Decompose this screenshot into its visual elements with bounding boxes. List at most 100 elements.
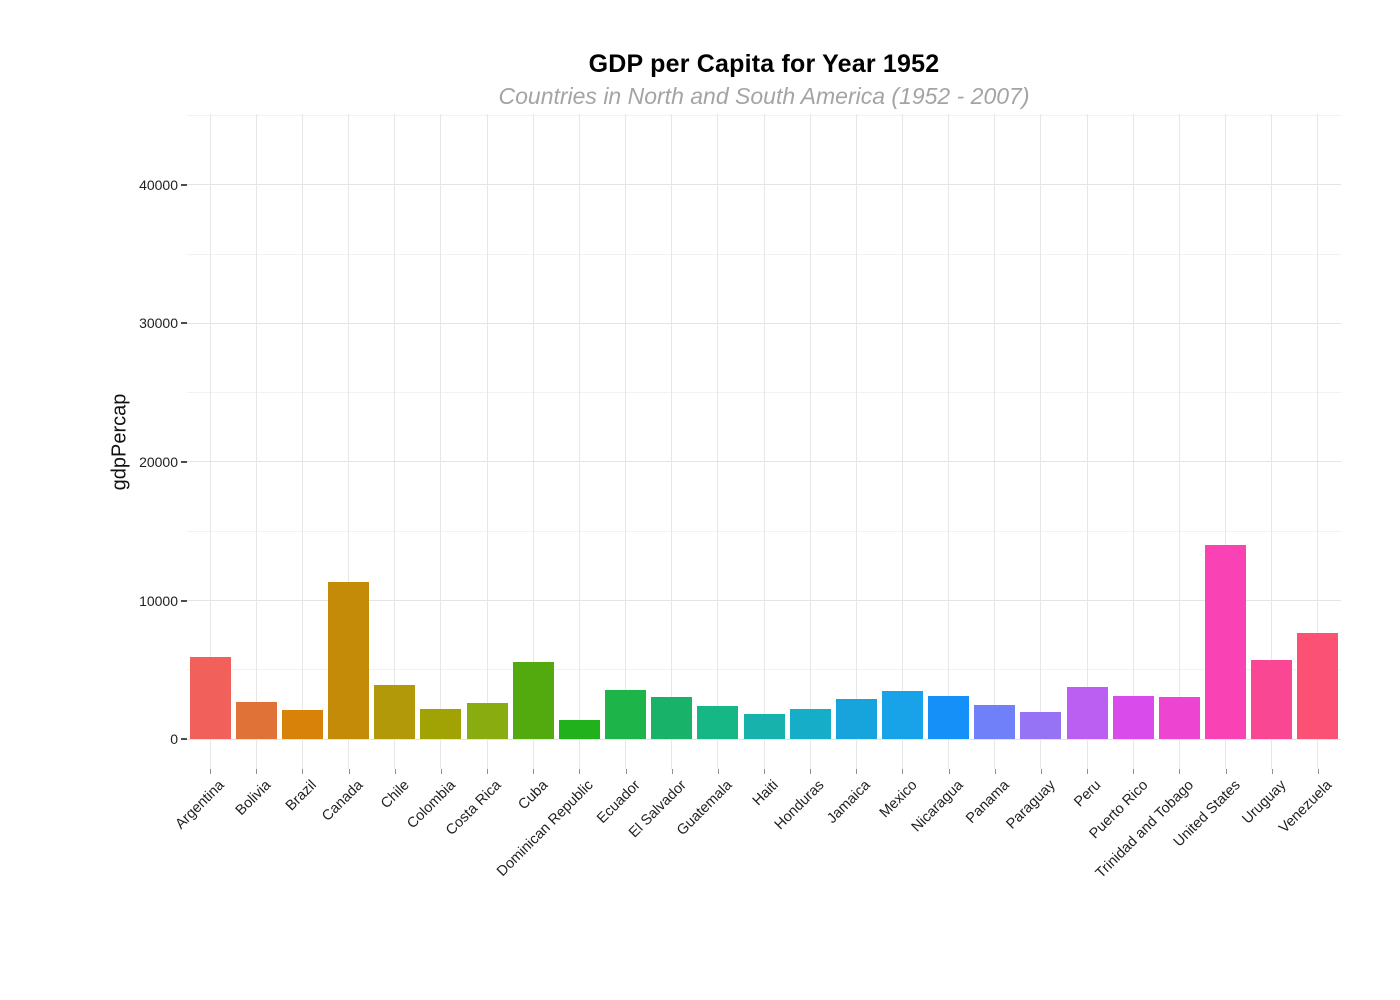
bar-trinidad-and-tobago <box>1158 697 1200 740</box>
x-tick-mark <box>1133 769 1135 774</box>
gridline-v-major <box>578 114 580 769</box>
y-tick-mark <box>181 460 187 463</box>
bar-jamaica <box>835 699 877 740</box>
x-tick-mark <box>1087 769 1089 774</box>
x-tick-label-peru: Peru <box>1071 777 1105 811</box>
x-tick-label-chile: Chile <box>377 777 413 812</box>
x-tick-mark <box>671 769 673 774</box>
x-tick-mark <box>210 769 212 774</box>
x-tick-mark <box>533 769 535 774</box>
gridline-v-major <box>1178 114 1180 769</box>
x-tick-label-bolivia: Bolivia <box>232 777 274 819</box>
bar-chile <box>374 684 416 740</box>
bar-haiti <box>743 713 785 740</box>
bar-cuba <box>512 661 554 740</box>
gridline-v-major <box>1225 114 1227 769</box>
gridline-v-major <box>1040 114 1042 769</box>
gridline-v-major <box>255 114 257 769</box>
bar-paraguay <box>1020 712 1062 740</box>
bar-costa-rica <box>466 702 508 740</box>
gridline-v-major <box>301 114 303 769</box>
bar-bolivia <box>235 702 277 740</box>
y-tick-label: 40000 <box>139 176 178 193</box>
x-tick-mark <box>717 769 719 774</box>
gridline-v-major <box>671 114 673 769</box>
x-tick-mark <box>302 769 304 774</box>
x-tick-mark <box>810 769 812 774</box>
y-tick-label: 20000 <box>139 453 178 470</box>
bar-colombia <box>420 709 462 740</box>
bar-panama <box>974 704 1016 740</box>
gridline-v-major <box>532 114 534 769</box>
bar-dominican-republic <box>558 719 600 740</box>
x-tick-mark <box>394 769 396 774</box>
y-tick-mark <box>181 322 187 325</box>
x-tick-mark <box>1179 769 1181 774</box>
bar-canada <box>328 581 370 740</box>
chart-title: GDP per Capita for Year 1952 <box>588 50 940 78</box>
x-tick-mark <box>348 769 350 774</box>
bar-mexico <box>881 691 923 740</box>
bar-uruguay <box>1251 659 1293 740</box>
x-tick-mark <box>1225 769 1227 774</box>
gridline-v-major <box>1086 114 1088 769</box>
bar-puerto-rico <box>1112 696 1154 740</box>
gridline-v-major <box>763 114 765 769</box>
gridline-v-major <box>1132 114 1134 769</box>
x-tick-mark <box>487 769 489 774</box>
bar-honduras <box>789 708 831 740</box>
x-tick-label-canada: Canada <box>318 777 367 825</box>
plot-panel <box>187 114 1341 769</box>
y-tick-mark <box>181 738 187 741</box>
x-tick-mark <box>1317 769 1319 774</box>
gridline-v-major <box>348 114 350 769</box>
bar-venezuela <box>1297 632 1339 740</box>
gridline-v-major <box>948 114 950 769</box>
gridline-v-major <box>486 114 488 769</box>
y-tick-label: 0 <box>170 731 178 748</box>
bar-peru <box>1066 687 1108 740</box>
x-tick-label-brazil: Brazil <box>283 777 321 815</box>
x-tick-mark <box>856 769 858 774</box>
gridline-v-major <box>394 114 396 769</box>
x-tick-mark <box>1040 769 1042 774</box>
gridline-v-major <box>625 114 627 769</box>
gridline-v-major <box>901 114 903 769</box>
y-tick-mark <box>181 183 187 186</box>
x-tick-label-jamaica: Jamaica <box>824 777 874 827</box>
x-tick-mark <box>579 769 581 774</box>
y-axis-title: gdpPercap <box>108 393 131 491</box>
bar-united-states <box>1205 545 1247 740</box>
bar-argentina <box>189 657 231 740</box>
bar-nicaragua <box>928 696 970 740</box>
x-tick-label-honduras: Honduras <box>772 777 828 834</box>
x-tick-label-mexico: Mexico <box>876 777 921 822</box>
x-tick-label-argentina: Argentina <box>172 777 228 833</box>
x-tick-mark <box>764 769 765 774</box>
bar-guatemala <box>697 705 739 740</box>
gridline-v-major <box>1271 114 1273 769</box>
gridline-v-major <box>855 114 857 769</box>
x-tick-mark <box>440 769 442 774</box>
gridline-v-major <box>994 114 996 769</box>
y-tick-label: 10000 <box>139 592 178 609</box>
x-tick-label-paraguay: Paraguay <box>1003 777 1059 833</box>
gridline-v-major <box>809 114 811 769</box>
y-tick-mark <box>181 599 187 602</box>
chart-subtitle: Countries in North and South America (19… <box>498 83 1030 109</box>
x-tick-mark <box>902 769 904 774</box>
gridline-v-major <box>1317 114 1319 769</box>
x-tick-mark <box>625 769 627 774</box>
x-tick-label-cuba: Cuba <box>514 777 551 814</box>
x-tick-label-haiti: Haiti <box>749 777 782 810</box>
x-tick-mark <box>1271 769 1273 774</box>
gridline-v-major <box>440 114 442 769</box>
bar-el-salvador <box>651 696 693 740</box>
x-tick-mark <box>994 769 996 774</box>
bar-brazil <box>281 709 323 740</box>
gridline-v-major <box>717 114 719 769</box>
x-tick-mark <box>256 769 258 774</box>
y-tick-label: 30000 <box>139 315 178 332</box>
gridline-v-major <box>209 114 211 769</box>
